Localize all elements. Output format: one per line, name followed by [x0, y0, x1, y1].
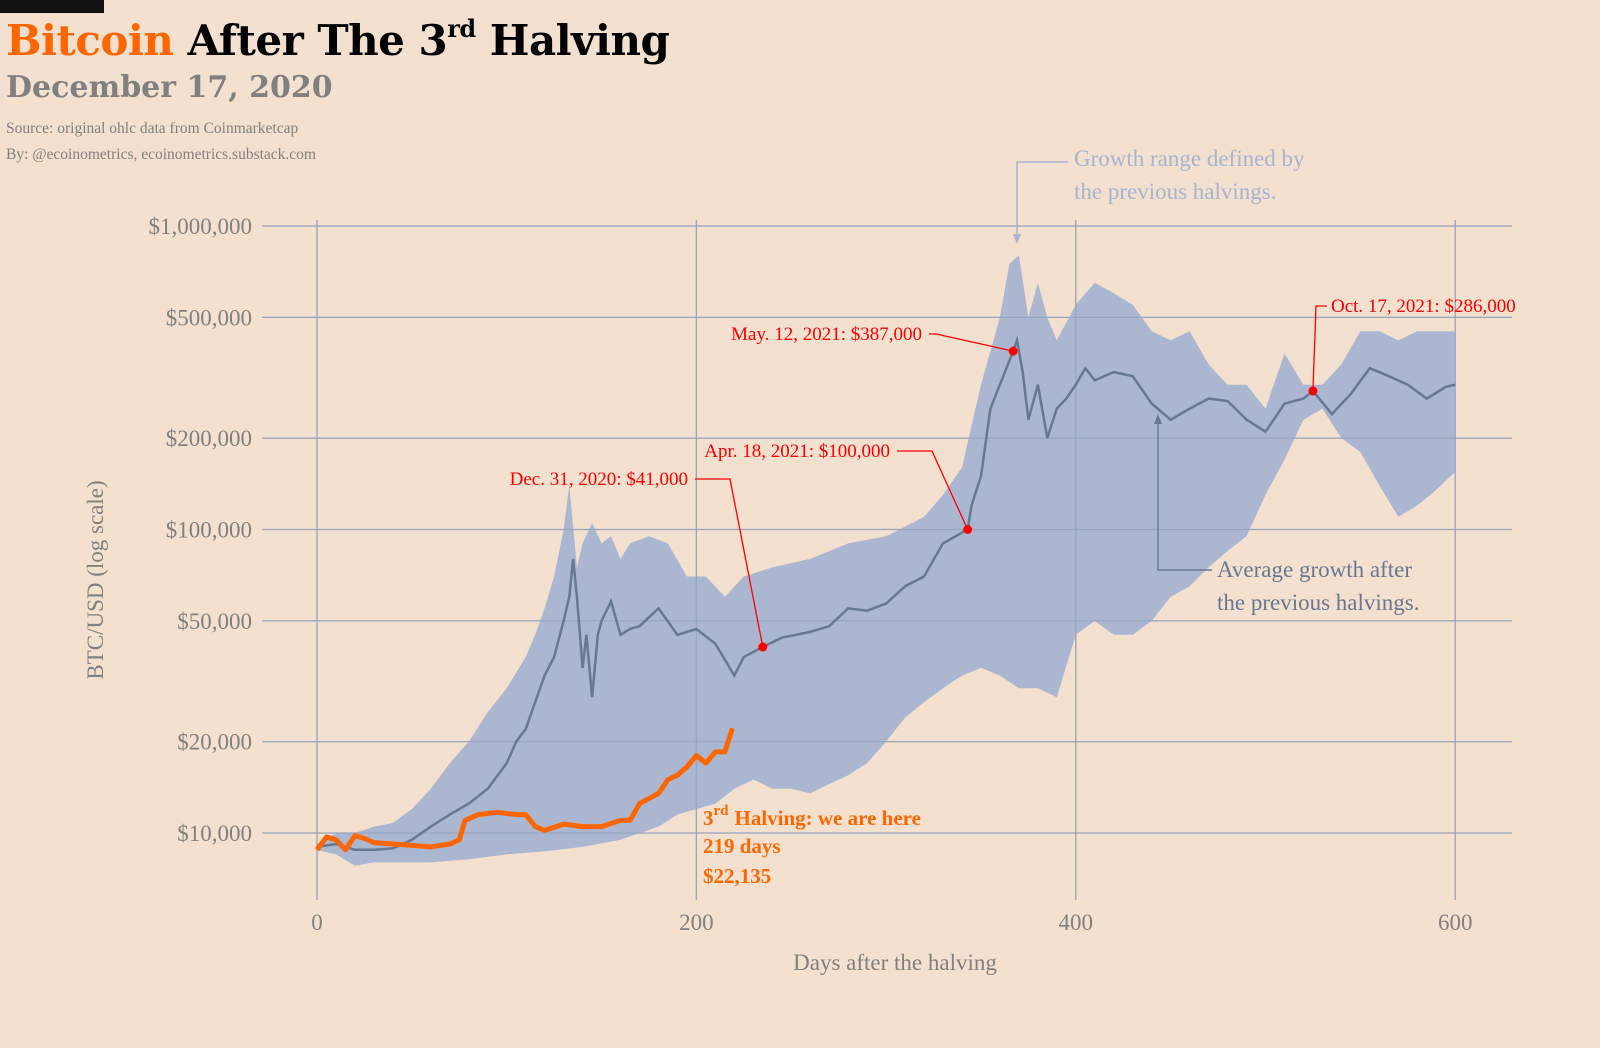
annotation-leader [897, 450, 969, 530]
annotations: Dec. 31, 2020: $41,000 Apr. 18, 2021: $10… [510, 296, 1516, 652]
y-tick-label: $1,000,000 [149, 214, 253, 239]
title-end: Halving [489, 16, 670, 65]
annotation-dot [758, 642, 768, 652]
chart-title: Bitcoin After The 3rd Halving [6, 14, 670, 65]
y-tick-label: $200,000 [166, 426, 252, 451]
range-note-leader [1016, 161, 1068, 240]
annotation-leader [929, 333, 1014, 352]
average-note-leader [1157, 420, 1212, 571]
y-tick-label: $500,000 [166, 305, 252, 330]
y-tick-label: $10,000 [177, 821, 252, 846]
average-note-line1: Average growth after [1217, 557, 1412, 582]
annotation-label: May. 12, 2021: $387,000 [731, 324, 922, 345]
x-tick-label: 0 [311, 910, 323, 935]
range-note-line2: the previous halvings. [1074, 179, 1277, 204]
annotation-dot [963, 525, 973, 534]
current-note-line3: $22,135 [703, 864, 771, 888]
byline: By: @ecoinometrics, ecoinometrics.substa… [6, 146, 316, 163]
title-sup: rd [447, 14, 476, 43]
x-axis-label: Days after the halving [793, 950, 997, 975]
arrow-icon [1154, 414, 1162, 424]
annotation-label: Oct. 17, 2021: $286,000 [1331, 296, 1516, 317]
x-tick-label: 400 [1059, 910, 1094, 935]
title-main: After The 3 [187, 16, 448, 65]
annotation-leader [1312, 305, 1327, 392]
x-tick-label: 200 [679, 910, 714, 935]
annotation-label: Apr. 18, 2021: $100,000 [704, 441, 890, 462]
chart-date: December 17, 2020 [6, 70, 333, 105]
y-tick-label: $20,000 [177, 730, 252, 755]
growth-range-band [317, 255, 1456, 866]
y-axis-label: BTC/USD (log scale) [83, 480, 108, 679]
average-line [316, 335, 1456, 852]
current-note-line1: 3rd Halving: we are here [703, 803, 921, 830]
average-note-line2: the previous halvings. [1217, 590, 1420, 615]
annotation-dot [1008, 346, 1018, 356]
top-bar [0, 0, 104, 13]
grid-overlay [262, 220, 1512, 900]
y-tick-label: $50,000 [177, 609, 252, 634]
current-note-line2: 219 days [703, 834, 781, 858]
arrow-icon [1013, 234, 1021, 244]
axis-ticks: $10,000 $20,000 $50,000 $100,000 $200,000 $50… [149, 214, 1473, 935]
title-accent: Bitcoin [6, 16, 174, 65]
x-tick-label: 600 [1438, 910, 1473, 935]
source-note: Source: original ohlc data from Coinmark… [6, 120, 299, 137]
annotation-leader [695, 478, 764, 648]
range-note-line1: Growth range defined by [1074, 146, 1305, 171]
annotation-label: Dec. 31, 2020: $41,000 [510, 469, 688, 490]
current-line [314, 727, 735, 853]
y-tick-label: $100,000 [166, 518, 252, 543]
annotation-dot [1308, 386, 1318, 396]
